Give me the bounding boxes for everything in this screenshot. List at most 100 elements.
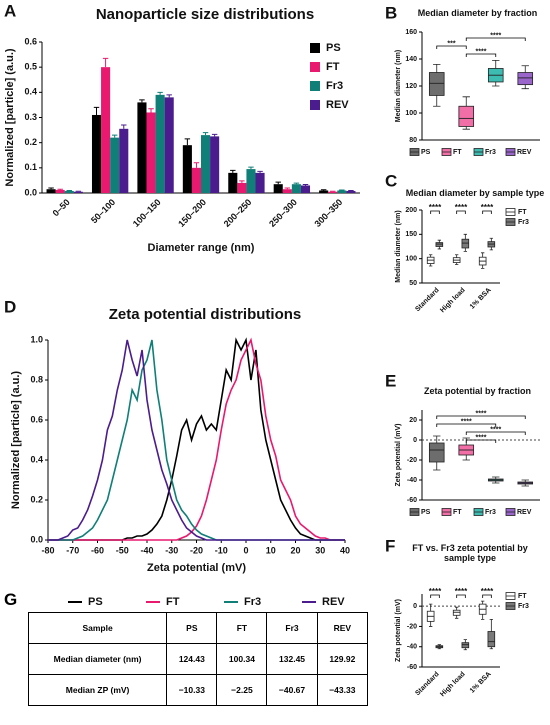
box bbox=[435, 242, 444, 247]
significance-bracket bbox=[482, 594, 492, 598]
legend-label: REV bbox=[322, 596, 345, 608]
y-tick-label: 0.2 bbox=[30, 494, 43, 504]
x-tick-label: 20 bbox=[290, 545, 300, 555]
panel-label: A bbox=[4, 1, 16, 20]
error-bar bbox=[157, 91, 163, 95]
y-tick-label: 0.1 bbox=[24, 162, 37, 172]
legend-label: Fr3 bbox=[485, 509, 496, 516]
x-tick-label: -40 bbox=[140, 545, 153, 555]
error-bar bbox=[211, 133, 218, 137]
x-tick-label: 30 bbox=[315, 545, 325, 555]
error-bar bbox=[75, 190, 82, 192]
box bbox=[517, 72, 534, 86]
bar bbox=[346, 190, 356, 193]
significance-label: **** bbox=[455, 587, 468, 596]
cell: −10.33 bbox=[166, 674, 218, 706]
legend-label: FT bbox=[518, 209, 527, 216]
x-tick-label: 0–50 bbox=[51, 197, 72, 218]
header-cell: REV bbox=[316, 612, 369, 644]
row-header: Median ZP (mV) bbox=[27, 674, 168, 706]
bar bbox=[137, 102, 147, 193]
error-bar bbox=[293, 182, 300, 185]
x-axis-label: Zeta potential (mV) bbox=[147, 562, 246, 574]
y-tick-label: 0.6 bbox=[30, 414, 43, 424]
error-bar bbox=[239, 180, 245, 183]
y-tick-label: -60 bbox=[407, 497, 417, 504]
x-tick-label: High load bbox=[439, 671, 466, 698]
legend-label: PS bbox=[326, 42, 341, 54]
x-tick-label: 250–300 bbox=[267, 197, 299, 229]
y-axis-label: Normalized [particle] (a.u.) bbox=[10, 371, 22, 509]
error-bar bbox=[184, 138, 191, 146]
error-bar bbox=[93, 106, 100, 115]
legend-marker bbox=[310, 100, 320, 110]
legend-label: PS bbox=[421, 509, 431, 516]
x-tick-label: High load bbox=[439, 287, 466, 314]
significance-label: **** bbox=[429, 203, 442, 212]
error-bar bbox=[193, 162, 200, 168]
y-tick-label: 0 bbox=[413, 603, 417, 610]
significance-label: **** bbox=[490, 426, 501, 433]
panel-label: F bbox=[385, 536, 395, 555]
cell: 124.43 bbox=[166, 643, 218, 675]
y-tick-label: -20 bbox=[407, 623, 417, 630]
chart-title: FT vs. Fr3 zeta potential by sample type bbox=[412, 543, 528, 564]
bar bbox=[246, 169, 256, 193]
bar bbox=[64, 190, 74, 193]
y-tick-label: 140 bbox=[405, 56, 417, 63]
y-tick-label: 0.0 bbox=[30, 534, 43, 544]
y-tick-label: 20 bbox=[409, 417, 417, 424]
cell: −40.67 bbox=[266, 674, 318, 706]
y-tick-label: 0.6 bbox=[24, 36, 37, 46]
y-axis-label: Zeta potential (mV) bbox=[395, 423, 402, 486]
legend-label: REV bbox=[517, 149, 532, 156]
significance-bracket bbox=[482, 210, 492, 214]
error-bar bbox=[48, 187, 54, 190]
y-tick-label: 200 bbox=[405, 207, 417, 214]
header-cell: PS bbox=[166, 612, 218, 644]
box bbox=[461, 238, 470, 249]
significance-bracket bbox=[456, 210, 466, 214]
bar bbox=[146, 112, 156, 193]
error-bar bbox=[284, 187, 291, 190]
y-tick-label: 0.4 bbox=[24, 87, 37, 97]
x-tick-label: -70 bbox=[66, 545, 79, 555]
x-tick-label: Standard bbox=[414, 287, 440, 313]
significance-label: **** bbox=[481, 587, 494, 596]
bar bbox=[73, 191, 83, 193]
significance-bracket bbox=[465, 431, 526, 435]
legend-label: FT bbox=[453, 509, 462, 516]
significance-bracket bbox=[436, 415, 526, 419]
table-header: Sample PS FT Fr3 REV bbox=[27, 612, 369, 644]
legend-label: FT bbox=[166, 596, 180, 608]
bar bbox=[182, 145, 192, 193]
legend-label: Fr3 bbox=[244, 596, 261, 608]
y-tick-label: 150 bbox=[405, 231, 417, 238]
x-tick-label: 40 bbox=[340, 545, 350, 555]
x-tick-label: Standard bbox=[414, 671, 440, 697]
x-tick-label: 100–150 bbox=[131, 197, 163, 229]
line bbox=[48, 339, 345, 541]
y-tick-label: 0.5 bbox=[24, 62, 37, 72]
bar bbox=[337, 190, 347, 193]
bar bbox=[300, 185, 311, 193]
legend-marker bbox=[310, 43, 320, 53]
y-tick-label: -40 bbox=[407, 477, 417, 484]
bar bbox=[319, 190, 329, 193]
error-bar bbox=[148, 108, 154, 113]
legend-marker bbox=[310, 81, 320, 91]
significance-bracket bbox=[430, 594, 440, 598]
error-bar bbox=[275, 181, 281, 185]
x-tick-label: 50–100 bbox=[89, 197, 117, 225]
error-bar bbox=[202, 132, 209, 136]
cell: −2.25 bbox=[216, 674, 268, 706]
bar bbox=[282, 189, 292, 193]
y-tick-label: 0.8 bbox=[30, 374, 43, 384]
panel-label: D bbox=[4, 297, 16, 316]
bar bbox=[237, 182, 247, 193]
legend-label: FT bbox=[518, 593, 527, 600]
bar bbox=[201, 135, 211, 193]
significance-label: *** bbox=[447, 40, 455, 47]
legend-label: Fr3 bbox=[518, 219, 529, 226]
bar bbox=[119, 128, 129, 193]
